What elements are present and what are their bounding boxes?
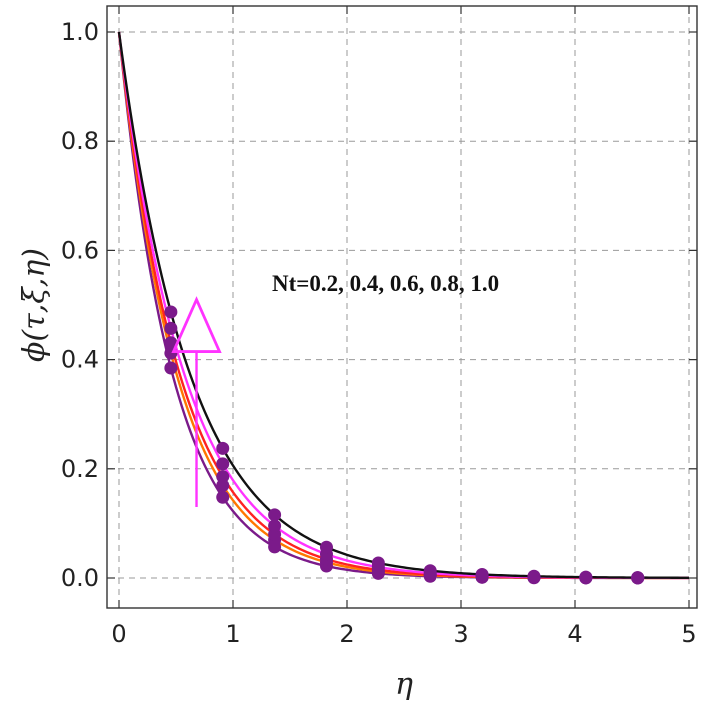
data-point bbox=[216, 470, 230, 484]
y-tick-label: 0.2 bbox=[61, 455, 99, 483]
y-tick-label: 0.4 bbox=[61, 346, 99, 374]
trend-arrow bbox=[171, 296, 222, 508]
y-tick-label: 0.6 bbox=[61, 236, 99, 264]
data-point bbox=[579, 570, 593, 584]
data-point bbox=[216, 441, 230, 455]
series-line-2 bbox=[117, 31, 689, 580]
plot-frame bbox=[106, 5, 698, 609]
data-point bbox=[216, 490, 230, 504]
y-tick-label: 0.0 bbox=[61, 564, 99, 592]
data-point bbox=[164, 321, 178, 335]
data-point bbox=[164, 336, 178, 350]
x-axis-label: η bbox=[395, 667, 413, 702]
series-line-5 bbox=[117, 31, 690, 579]
y-tick-label: 0.8 bbox=[61, 127, 99, 155]
series-lines bbox=[117, 31, 690, 580]
series-line-4 bbox=[117, 31, 689, 580]
y-axis-label: ϕ(τ,ξ,η) bbox=[17, 248, 52, 362]
x-tick-label: 0 bbox=[111, 620, 126, 648]
data-point bbox=[268, 519, 282, 533]
data-point bbox=[268, 508, 282, 522]
x-tick-label: 2 bbox=[339, 620, 354, 648]
data-point bbox=[475, 567, 489, 581]
x-tick-label: 1 bbox=[225, 620, 240, 648]
series-line-3 bbox=[117, 31, 689, 580]
data-point bbox=[423, 564, 437, 578]
arrow-head bbox=[171, 296, 222, 353]
x-tick-label: 5 bbox=[681, 620, 696, 648]
data-point bbox=[371, 556, 385, 570]
data-point bbox=[164, 305, 178, 319]
ticks bbox=[107, 6, 697, 608]
y-tick-label: 1.0 bbox=[61, 18, 99, 46]
series-line-1 bbox=[117, 31, 689, 580]
x-tick-label: 3 bbox=[453, 620, 468, 648]
markers bbox=[164, 305, 645, 585]
data-point bbox=[216, 457, 230, 471]
grid bbox=[107, 6, 697, 608]
tick-labels: 0 1 2 3 4 5 0.0 0.2 0.4 0.6 0.8 1.0 bbox=[61, 18, 697, 648]
data-point bbox=[631, 571, 645, 585]
x-tick-label: 4 bbox=[567, 620, 582, 648]
data-point bbox=[319, 540, 333, 554]
data-point bbox=[164, 361, 178, 375]
annotation-text: Nt=0.2, 0.4, 0.6, 0.8, 1.0 bbox=[272, 271, 499, 296]
data-point bbox=[527, 569, 541, 583]
